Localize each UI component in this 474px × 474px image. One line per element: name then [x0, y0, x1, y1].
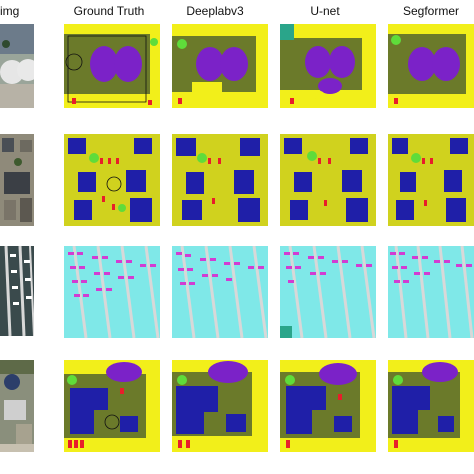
mask-ground-truth-pools	[64, 24, 160, 108]
column-header-deeplabv3: Deeplabv3	[186, 4, 244, 18]
mask-unet-pools	[280, 24, 376, 108]
aerial-image-buildings	[0, 134, 34, 226]
mask-unet-mixed	[280, 360, 376, 452]
mask-segformer-buildings	[388, 134, 474, 226]
mask-ground-truth-marina	[64, 246, 160, 338]
column-header-segformer: Segformer	[402, 4, 460, 18]
mask-deeplabv3-buildings	[172, 134, 268, 226]
mask-deeplabv3-marina	[172, 246, 268, 338]
aerial-image-pools	[0, 24, 34, 108]
mask-segformer-pools	[388, 24, 474, 108]
mask-segformer-marina	[388, 246, 474, 338]
mask-deeplabv3-mixed	[172, 360, 268, 452]
aerial-image-marina	[0, 246, 34, 336]
mask-ground-truth-buildings	[64, 134, 160, 226]
column-header-ground-truth: Ground Truth	[73, 4, 145, 18]
mask-deeplabv3-pools	[172, 24, 268, 108]
mask-segformer-mixed	[388, 360, 474, 452]
mask-unet-buildings	[280, 134, 376, 226]
column-header-unet: U-net	[310, 4, 340, 18]
aerial-image-mixed	[0, 360, 34, 452]
mask-ground-truth-mixed	[64, 360, 160, 452]
mask-unet-marina	[280, 246, 376, 338]
column-header-img: img	[0, 4, 20, 18]
